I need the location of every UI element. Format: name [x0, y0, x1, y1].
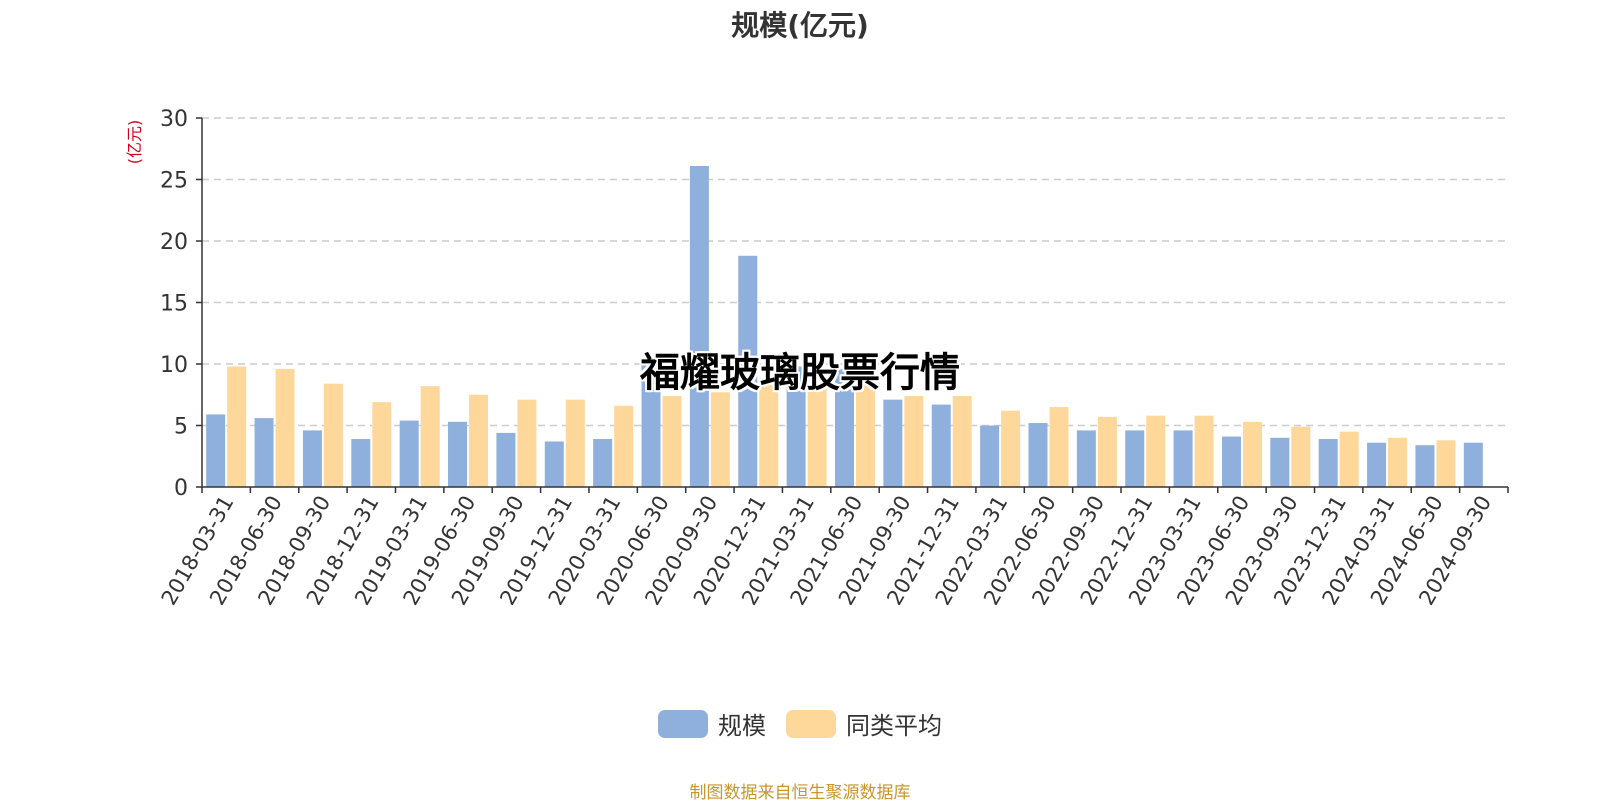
bar-scale: [1173, 430, 1193, 487]
bar-scale: [980, 425, 1000, 487]
bar-peer-average: [517, 399, 537, 487]
bar-peer-average: [759, 382, 779, 487]
legend-item-peer-average[interactable]: 同类平均: [786, 706, 942, 741]
bar-peer-average: [1339, 431, 1359, 487]
bar-peer-average: [227, 366, 247, 487]
axes: [196, 117, 1509, 493]
bar-scale: [738, 255, 758, 487]
y-tick-labels: 0 5 10 15 20 25 30: [160, 107, 188, 501]
bar-peer-average: [904, 395, 924, 487]
y-tick-label: 25: [160, 169, 188, 194]
legend-label-scale: 规模: [718, 712, 766, 740]
bar-peer-average: [662, 395, 682, 487]
legend-swatch-peer-average: [786, 709, 836, 738]
y-axis-unit-label: (亿元): [125, 120, 144, 165]
bar-scale: [1270, 437, 1290, 487]
bar-peer-average: [1436, 440, 1456, 487]
bar-peer-average: [952, 395, 972, 487]
y-tick-label: 20: [160, 230, 188, 255]
bar-peer-average: [372, 402, 392, 487]
bar-peer-average: [807, 388, 827, 487]
bar-peer-average: [565, 399, 585, 487]
bar-scale: [931, 404, 951, 487]
bar-scale: [1367, 442, 1387, 487]
legend-item-scale[interactable]: 规模: [658, 706, 766, 741]
bar-scale: [206, 414, 226, 487]
bar-peer-average: [1388, 437, 1408, 487]
y-tick-label: 15: [160, 292, 188, 317]
bar-peer-average: [420, 386, 440, 487]
bar-scale: [448, 421, 468, 487]
bar-scale: [641, 365, 661, 487]
bar-peer-average: [614, 405, 634, 487]
bar-peer-average: [1291, 426, 1311, 487]
legend-swatch-scale: [658, 709, 708, 738]
bar-peer-average: [1097, 416, 1117, 487]
bar-scale: [1318, 439, 1338, 487]
bar-scale: [593, 439, 613, 487]
bar-scale: [689, 165, 709, 487]
bar-scale: [302, 430, 322, 487]
bar-scale: [351, 439, 371, 487]
bar-scale: [835, 368, 854, 487]
bar-scale: [254, 418, 274, 487]
bar-peer-average: [1242, 421, 1262, 487]
chart-title: 规模(亿元): [731, 9, 869, 42]
bar-peer-average: [469, 394, 489, 487]
y-tick-label: 10: [160, 353, 188, 378]
bar-peer-average: [710, 392, 730, 487]
legend-label-peer-average: 同类平均: [846, 712, 942, 740]
bar-peer-average: [1001, 410, 1021, 487]
bars: [206, 165, 1483, 487]
legend: 规模 同类平均: [0, 706, 1600, 741]
bar-peer-average: [1194, 415, 1214, 487]
bar-scale: [1415, 445, 1435, 487]
bar-scale: [496, 432, 516, 487]
grid-lines: [202, 117, 1508, 427]
bar-scale: [544, 441, 564, 487]
bar-scale: [399, 420, 419, 487]
bar-scale: [1463, 442, 1483, 487]
data-source-note: 制图数据来自恒生聚源数据库: [689, 783, 911, 803]
bar-peer-average: [1049, 407, 1069, 487]
bar-scale: [883, 399, 903, 487]
bar-scale: [1221, 436, 1241, 487]
bar-scale: [1028, 423, 1048, 487]
bar-scale: [1076, 430, 1096, 487]
y-tick-label: 5: [174, 415, 188, 440]
bar-scale: [786, 366, 806, 487]
bar-peer-average: [275, 368, 295, 487]
bar-peer-average: [1146, 415, 1166, 487]
y-tick-label: 0: [174, 476, 188, 501]
bar-peer-average: [323, 383, 343, 487]
x-tick-labels: 2018-03-312018-06-302018-09-302018-12-31…: [157, 491, 1496, 609]
y-tick-label: 30: [160, 107, 188, 132]
bar-peer-average: [856, 384, 875, 487]
bar-scale: [1125, 430, 1145, 487]
